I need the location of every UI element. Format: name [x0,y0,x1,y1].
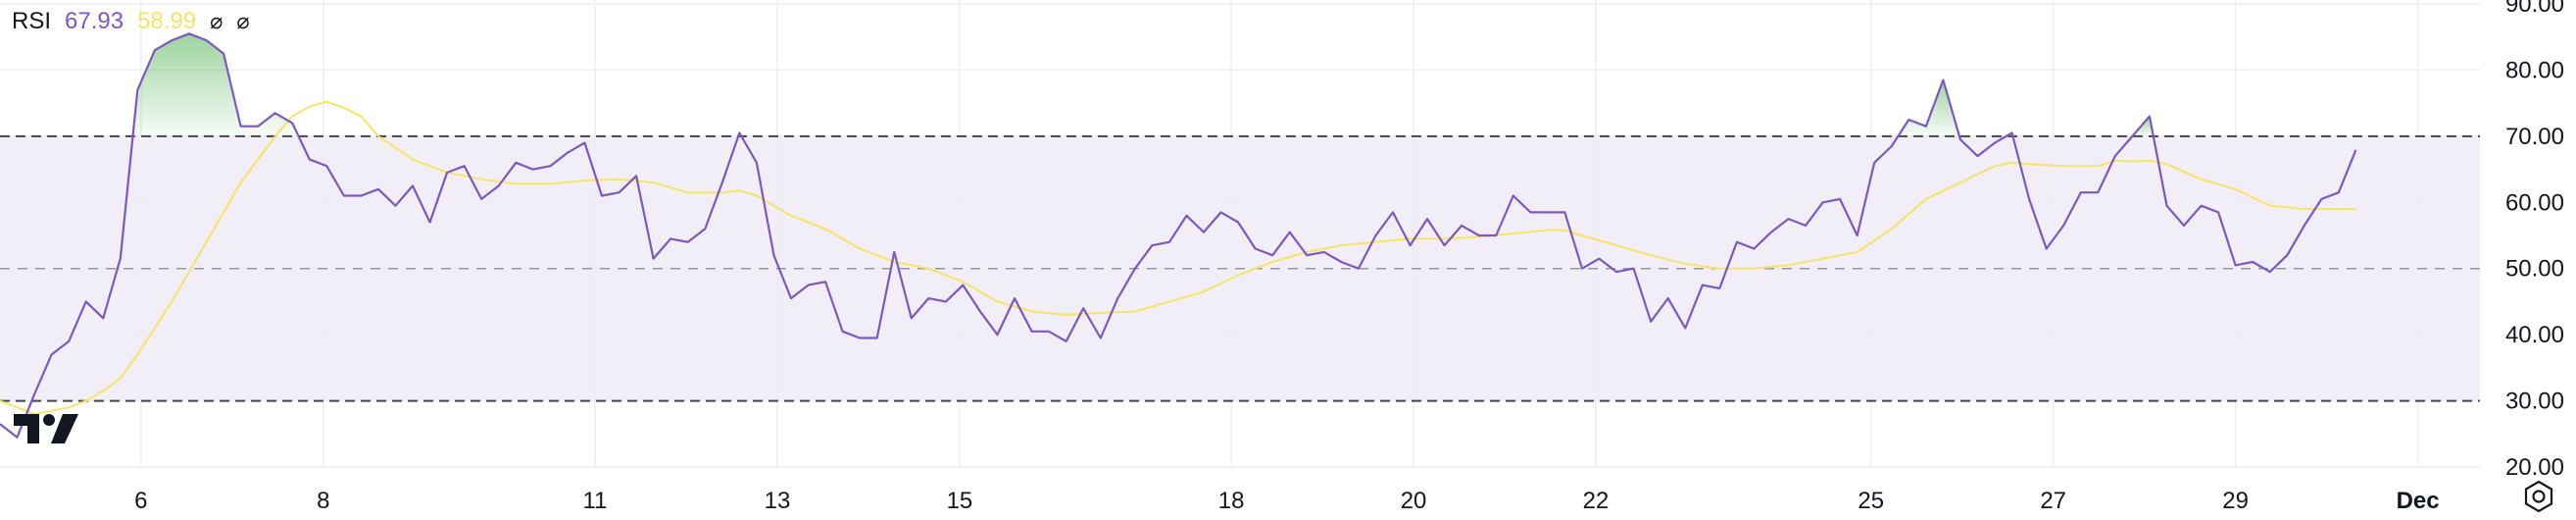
x-tick-label: 11 [583,488,608,514]
rsi-ma-line [0,100,2356,416]
series-lines [0,32,2357,439]
y-tick-label: 40.00 [2505,322,2564,348]
rsi-value: 67.93 [65,8,124,34]
y-tick-label: 90.00 [2505,0,2564,18]
y-tick-label: 70.00 [2505,124,2564,150]
y-tick-label: 80.00 [2505,57,2564,83]
rsi-band [0,33,2480,402]
axis-labels: 20.00 30.00 40.00 50.00 60.00 70.00 80.00 90.00… [134,0,2564,514]
visibility-toggle-icon[interactable]: ⌀ [210,9,223,33]
settings-gear-icon[interactable] [2521,479,2556,514]
x-tick-label: 18 [1218,488,1245,514]
overbought-fill [132,33,299,136]
y-tick-label: 20.00 [2505,454,2564,481]
tradingview-logo-icon[interactable] [14,412,78,445]
y-tick-label: 60.00 [2505,189,2564,216]
x-tick-label: 15 [947,488,973,514]
x-tick-label: 22 [1583,488,1610,514]
y-tick-label: 30.00 [2505,389,2564,415]
x-tick-label: 8 [317,488,329,514]
x-tick-label: 6 [134,488,147,514]
visibility-toggle-icon[interactable]: ⌀ [236,9,250,33]
x-tick-label: Dec [2397,488,2440,514]
x-tick-label: 25 [1858,488,1884,514]
y-tick-label: 50.00 [2505,256,2564,283]
indicator-legend[interactable]: RSI 67.93 58.99 ⌀ ⌀ [12,2,250,41]
x-tick-label: 29 [2222,488,2249,514]
ma-value: 58.99 [137,8,197,34]
indicator-name[interactable]: RSI [12,8,52,34]
rsi-line [0,32,2357,439]
x-tick-label: 13 [765,488,791,514]
x-tick-label: 20 [1401,488,1427,514]
x-tick-label: 27 [2040,488,2066,514]
